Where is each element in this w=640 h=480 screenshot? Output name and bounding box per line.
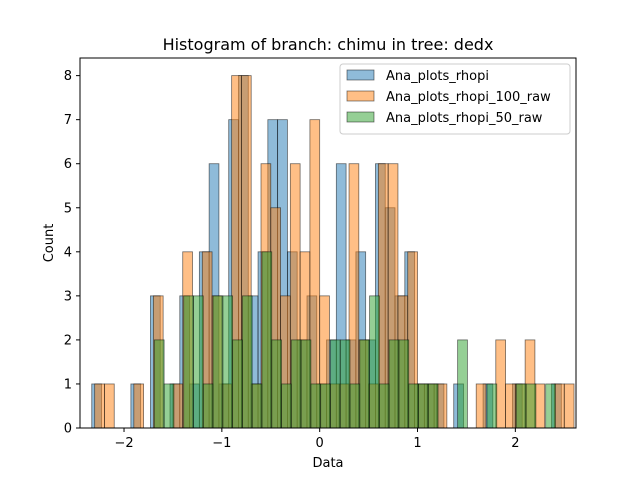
- y-axis-ticks: 0 1 2 3 4 5 6 7 8: [64, 69, 80, 437]
- histogram-bar: [212, 295, 224, 429]
- histogram-bar: [475, 383, 487, 429]
- y-axis-label: Count: [42, 224, 57, 263]
- histogram-bar: [290, 339, 302, 429]
- legend: Ana_plots_rhopi Ana_plots_rhopi_100_raw An…: [339, 63, 571, 135]
- histogram-bar: [505, 383, 516, 429]
- histogram-bar: [281, 383, 292, 429]
- histogram-bar: [172, 383, 184, 429]
- histogram-bar: [349, 383, 361, 429]
- legend-label: Ana_plots_rhopi_50_raw: [386, 111, 543, 126]
- histogram-bar: [193, 295, 204, 429]
- histogram-bar: [183, 295, 194, 429]
- histogram-bar: [515, 383, 527, 429]
- x-tick-label: −2: [114, 436, 133, 451]
- histogram-bar: [369, 295, 380, 429]
- histogram-bar: [320, 383, 331, 429]
- histogram-bar: [495, 339, 506, 429]
- histogram-bar: [300, 339, 312, 429]
- histogram-bar: [104, 383, 115, 429]
- y-tick-label: 4: [64, 245, 72, 260]
- y-tick-label: 3: [64, 289, 72, 304]
- x-tick-label: 1: [413, 436, 421, 451]
- histogram-bar: [525, 383, 537, 429]
- histogram-bar: [261, 251, 273, 429]
- x-tick-label: 0: [316, 436, 324, 451]
- y-tick-label: 6: [64, 157, 72, 172]
- histogram-bar: [271, 339, 282, 429]
- histogram-bar: [534, 383, 546, 429]
- y-tick-label: 5: [64, 201, 72, 216]
- chart-title: Histogram of branch: chimu in tree: dedx: [163, 35, 494, 54]
- histogram-bar: [232, 339, 243, 429]
- histogram-bar: [398, 339, 410, 429]
- legend-swatch: [346, 111, 375, 123]
- legend-box: [339, 63, 571, 135]
- x-tick-label: 2: [511, 436, 519, 451]
- y-tick-label: 8: [64, 69, 72, 84]
- y-tick-label: 2: [64, 333, 72, 348]
- histogram-bar: [418, 383, 429, 429]
- histogram-bar: [563, 383, 575, 429]
- y-tick-label: 0: [64, 422, 72, 437]
- histogram-bar: [408, 383, 419, 429]
- histogram-bar: [388, 339, 400, 429]
- histogram-bar: [554, 383, 565, 429]
- histogram-bar: [378, 383, 390, 429]
- histogram-bar: [251, 383, 263, 429]
- histogram-bar: [436, 383, 448, 429]
- histogram-bar: [202, 383, 214, 429]
- legend-label: Ana_plots_rhopi_100_raw: [386, 90, 551, 105]
- histogram-bar: [241, 295, 253, 429]
- legend-label: Ana_plots_rhopi: [386, 69, 489, 84]
- histogram-bar: [545, 383, 556, 429]
- x-axis-label: Data: [312, 456, 343, 471]
- histogram-bar: [359, 339, 370, 429]
- histogram-bar: [153, 339, 165, 429]
- histogram-bar: [309, 119, 321, 429]
- plot-frame: [79, 57, 577, 429]
- histogram-bar: [222, 295, 234, 429]
- y-tick-label: 1: [64, 377, 72, 392]
- x-axis-ticks: −2 −1 0 1 2: [114, 428, 519, 451]
- legend-swatch: [346, 69, 375, 81]
- histogram-bar: [457, 339, 468, 429]
- histogram-bar: [427, 383, 439, 429]
- histogram-bar: [94, 383, 105, 429]
- histogram-bar: [330, 339, 341, 429]
- y-tick-label: 7: [64, 113, 72, 128]
- histogram-bar: [486, 383, 498, 429]
- histogram-bar: [310, 383, 322, 429]
- legend-swatch: [346, 90, 375, 102]
- histogram-bar: [133, 383, 144, 429]
- histogram-bar: [163, 383, 175, 429]
- histogram-bar: [339, 339, 351, 429]
- x-tick-label: −1: [212, 436, 231, 451]
